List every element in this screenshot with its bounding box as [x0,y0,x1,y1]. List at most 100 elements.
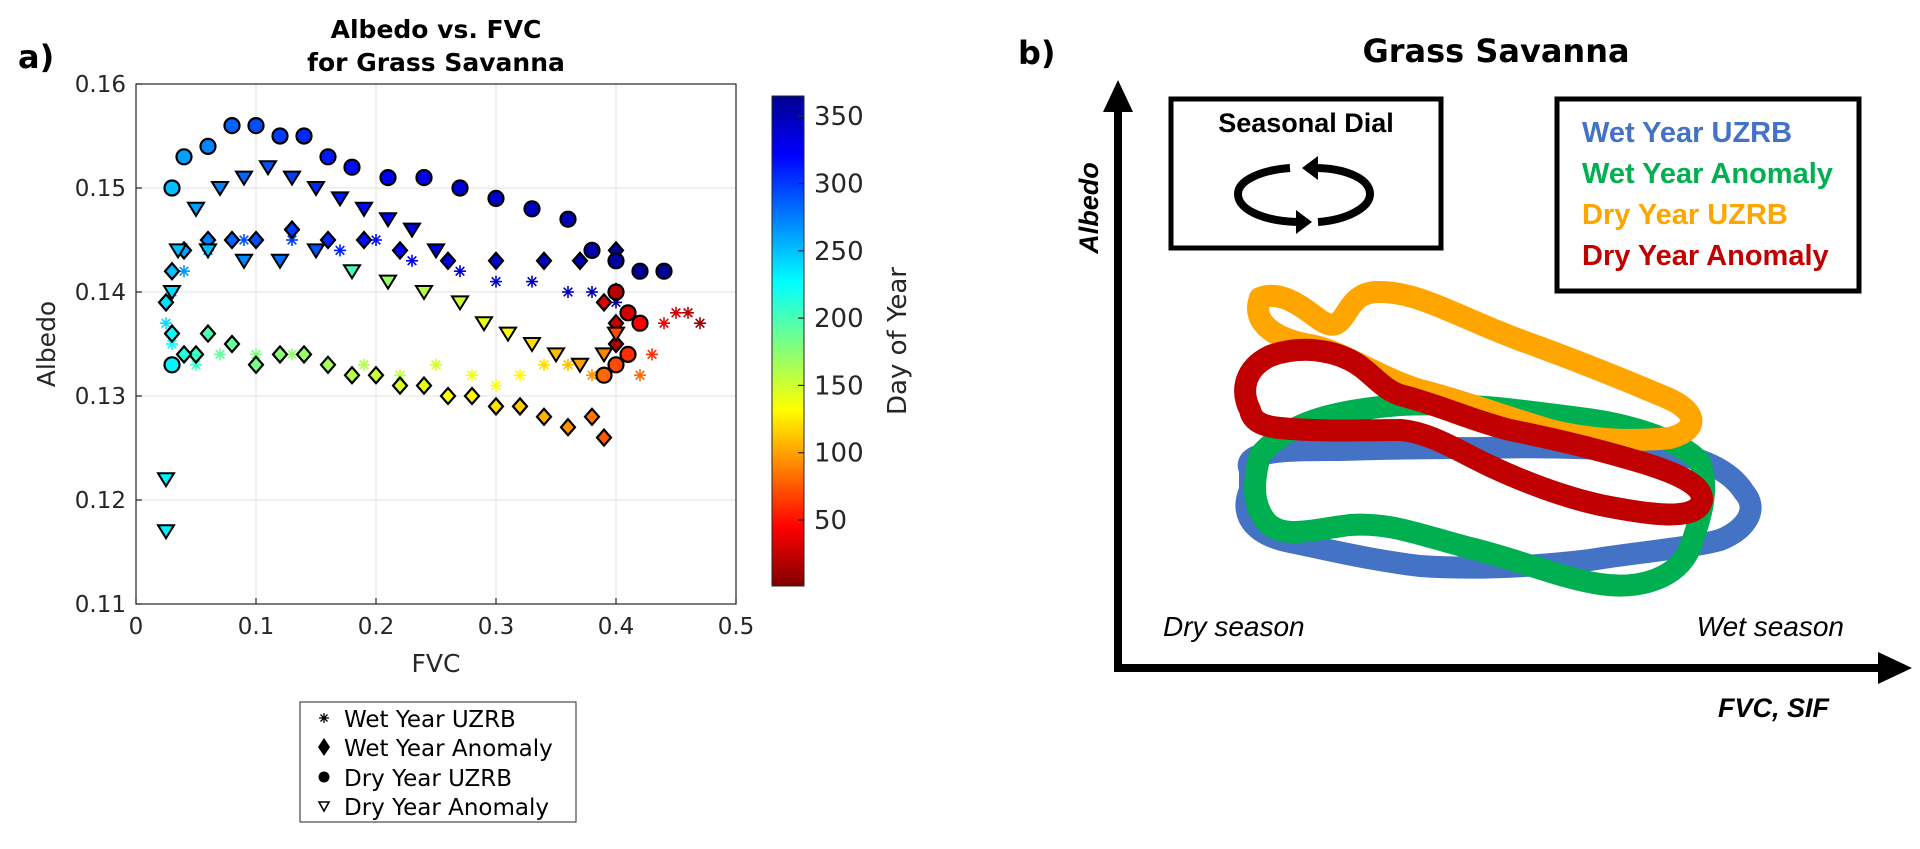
wet-year-anomaly-point [223,230,241,250]
wet-year-uzrb-point [562,358,574,371]
wet-year-anomaly-point [391,240,409,261]
wet-year-uzrb-point [370,234,382,246]
dry-year-anomaly-point [162,285,182,301]
wet-year-anomaly-point [535,407,553,427]
wet-year-anomaly-point [247,230,265,250]
wet-year-anomaly-point [583,407,601,427]
asterisk-stroke [455,266,465,277]
dry-year-anomaly-point [306,243,326,260]
cycle-arrows-icon [1233,156,1375,234]
wet-year-anomaly-point [319,355,337,375]
dry-year-uzrb-point [655,262,673,280]
wet-year-anomaly-point [163,323,181,344]
wet-year-uzrb-point [454,265,466,278]
dry-year-anomaly-point [546,347,566,364]
diamond-marker-icon [318,738,330,756]
schematic-legend-box [1554,96,1862,294]
dry-year-anomaly-point [474,316,494,333]
dry-year-anomaly-point [378,212,398,229]
colorbar [771,95,805,587]
wet-year-uzrb-point [160,317,172,330]
chart-title-line-2: for Grass Savanna [307,48,565,77]
wet-year-uzrb-point [406,254,418,267]
dry-year-uzrb-point [583,241,601,259]
dry-year-anomaly-point [282,170,302,187]
wet-year-uzrb-point [490,275,502,288]
asterisk-stroke [371,235,381,245]
x-tick-label: 0.3 [478,614,515,640]
dry-year-anomaly-point [522,337,542,353]
wet-year-uzrb-point [514,369,526,382]
wet-year-anomaly-point [175,344,193,365]
asterisk-stroke [191,359,201,370]
colorbar-label: Day of Year [883,267,913,415]
legend-entry-wet-uzrb: Wet Year UZRB [319,707,516,733]
dry-year-anomaly-point [606,326,626,343]
dry-year-uzrb-point [595,366,613,384]
asterisk-stroke [335,245,345,256]
asterisk-stroke [539,359,549,370]
dry-year-anomaly-point [342,264,362,281]
dry-year-anomaly-point [306,181,326,197]
asterisk-stroke [467,370,477,381]
up-arrow-icon [1103,80,1133,112]
legend-box [299,701,577,823]
asterisk-stroke [587,287,597,297]
dry-year-uzrb-point [319,148,337,166]
legend-wet-uzrb: Wet Year UZRB [1582,117,1792,149]
wet-year-anomaly-point [559,417,577,437]
wet-year-anomaly-point [595,427,613,448]
legend-label: Wet Year Anomaly [344,736,553,762]
x-tick-label: 0.5 [718,614,755,640]
wet-year-uzrb-point [466,369,478,382]
asterisk-stroke [161,318,171,329]
wet-year-anomaly-point [223,334,241,354]
x-axis-label: FVC [412,649,461,678]
dry-year-uzrb-point [523,200,541,218]
x-tick-label: 0.4 [598,614,635,640]
colorbar-tick-label: 200 [814,304,864,334]
asterisk-stroke [491,380,501,391]
legend-label: Dry Year Anomaly [344,795,549,821]
dry-year-uzrb-point [607,356,625,374]
asterisk-stroke [407,255,417,266]
x-tick-label: 0.2 [358,614,395,640]
wet-year-uzrb-point [670,306,682,319]
colorbar-tick-label: 50 [814,506,847,536]
wet-year-anomaly-point [367,365,385,385]
dry-year-anomaly-point [450,295,470,312]
dry-year-anomaly-point [378,274,398,291]
dry-year-anomaly-point [570,357,590,374]
wet-year-anomaly-point [439,251,457,271]
dry-year-uzrb-point [343,158,361,176]
wet-year-uzrb-point [490,379,502,392]
colorbar-tick-label: 300 [814,170,864,200]
wet-year-uzrb-point [586,286,598,298]
legend-entry-dry-uzrb: Dry Year UZRB [318,766,512,792]
dry-year-uzrb-point [559,210,577,228]
dry-year-anomaly-point [156,524,176,541]
wet-year-uzrb-point [562,286,574,298]
asterisk-stroke [587,370,597,381]
dry-year-anomaly-point [234,253,254,270]
asterisk-stroke [695,318,705,329]
asterisk-stroke [647,349,657,360]
dry-year-uzrb-point [487,189,505,207]
asterisk-stroke [395,370,405,381]
chart-title-line-1: Albedo vs. FVC [331,15,542,44]
dry-year-anomaly-point [402,222,422,239]
dry-year-anomaly-point [186,201,206,218]
wet-year-anomaly-point [535,251,553,271]
dry-year-anomaly-point [354,201,374,218]
dry-year-anomaly-point [210,181,230,197]
asterisk-stroke [635,370,645,381]
asterisk-stroke [491,276,501,287]
legend-dry-uzrb: Dry Year UZRB [1582,199,1788,231]
colorbar-ticks: 50 100 150 200 250 300 350 [798,102,864,536]
legend-entry-wet-anomaly: Wet Year Anomaly [318,736,553,762]
asterisk-stroke [515,370,525,381]
asterisk-stroke [659,318,669,329]
asterisk-stroke [563,359,573,370]
y-tick-label: 0.11 [75,592,126,618]
schematic-y-label: Albedo [1074,162,1104,255]
